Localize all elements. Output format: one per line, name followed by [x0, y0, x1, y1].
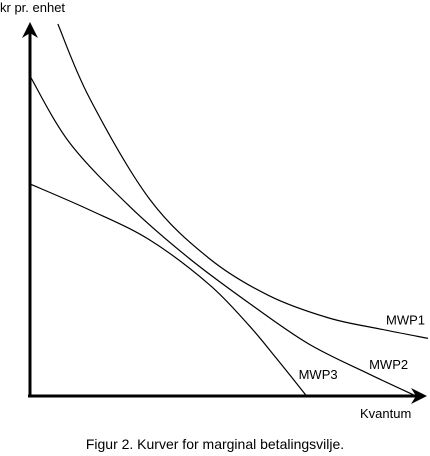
x-axis: Kvantum — [28, 388, 427, 421]
y-axis-arrow-icon — [22, 22, 38, 38]
series-label-mwp2: MWP2 — [369, 357, 408, 372]
x-axis-arrow-icon — [411, 388, 427, 404]
y-axis-label: kr pr. enhet — [0, 0, 65, 15]
series-label-mwp1: MWP1 — [386, 312, 425, 327]
series-line-mwp2 — [29, 75, 417, 397]
series-layer: MWP1 MWP2 MWP3 — [29, 23, 429, 397]
y-axis: kr pr. enhet — [0, 0, 65, 396]
x-axis-label: Kvantum — [360, 406, 411, 421]
series-label-mwp3: MWP3 — [299, 367, 338, 382]
series-line-mwp1 — [57, 23, 429, 339]
figure-caption: Figur 2. Kurver for marginal betalingsvi… — [85, 436, 345, 452]
series-line-mwp3 — [29, 183, 308, 397]
